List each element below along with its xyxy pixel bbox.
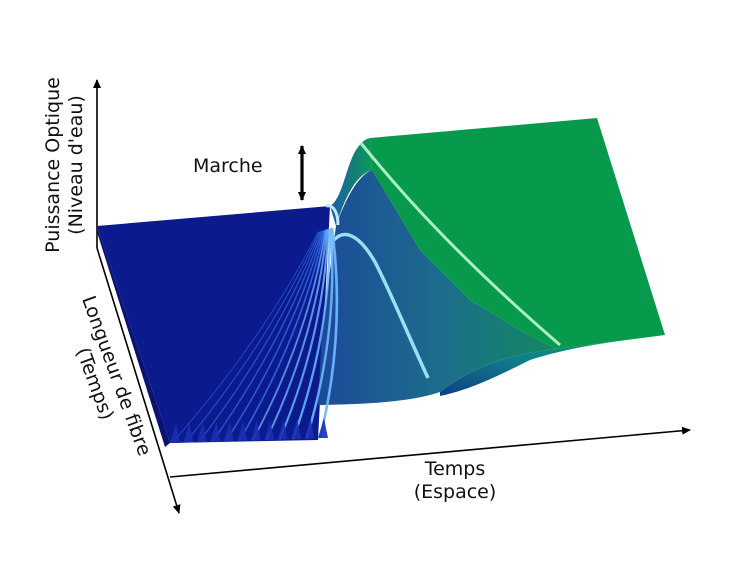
wave-ridge <box>211 230 323 443</box>
step-top-edge <box>330 138 372 226</box>
wave-ridge <box>318 227 339 439</box>
wave-crest <box>170 423 180 443</box>
wave-crest <box>250 420 261 441</box>
wave-crest <box>237 420 248 441</box>
horizontal-axis <box>169 426 691 478</box>
horizontal-axis-label-line1: Temps <box>424 458 486 480</box>
wave-crest <box>196 422 207 443</box>
shock-front-highlight <box>358 141 561 347</box>
fan-region <box>318 170 556 405</box>
step-glow <box>325 204 340 226</box>
wave-ridge <box>305 228 334 439</box>
wave-ridge <box>278 229 330 440</box>
ramp-surface <box>440 335 665 396</box>
wave-ridge <box>198 231 322 443</box>
high-level-surface <box>370 118 665 349</box>
wave-crest <box>304 418 315 439</box>
vertical-axis-label: Puissance Optique (Niveau d'eau) <box>42 77 88 253</box>
wave-ridge <box>171 231 319 444</box>
wave-crest <box>183 422 194 443</box>
wave-ridge <box>292 228 331 440</box>
wave-crest <box>264 419 275 440</box>
rarefaction-crest <box>332 232 430 379</box>
wave-crest <box>318 418 328 438</box>
wave-ridge <box>251 229 327 441</box>
low-level-side-face <box>97 226 170 447</box>
wave-ridge <box>185 231 320 443</box>
horizontal-axis-label: Temps (Espace) <box>414 458 497 504</box>
low-level-surface <box>97 206 330 443</box>
horizontal-axis-label-line2: (Espace) <box>413 481 497 503</box>
depth-axis <box>96 247 181 514</box>
wave-ridge <box>238 230 326 442</box>
wave-crest <box>277 419 288 440</box>
vertical-axis-label-line2: (Niveau d'eau) <box>65 95 87 235</box>
wave-crest <box>291 418 302 439</box>
wave-crest <box>223 421 234 442</box>
vertical-axis-label-line1: Puissance Optique <box>42 77 64 253</box>
wave-train <box>170 227 339 444</box>
step-label: Marche <box>193 155 263 177</box>
wave-crest <box>210 421 221 442</box>
wave-ridge <box>225 230 324 442</box>
wave-ridge <box>265 229 328 441</box>
